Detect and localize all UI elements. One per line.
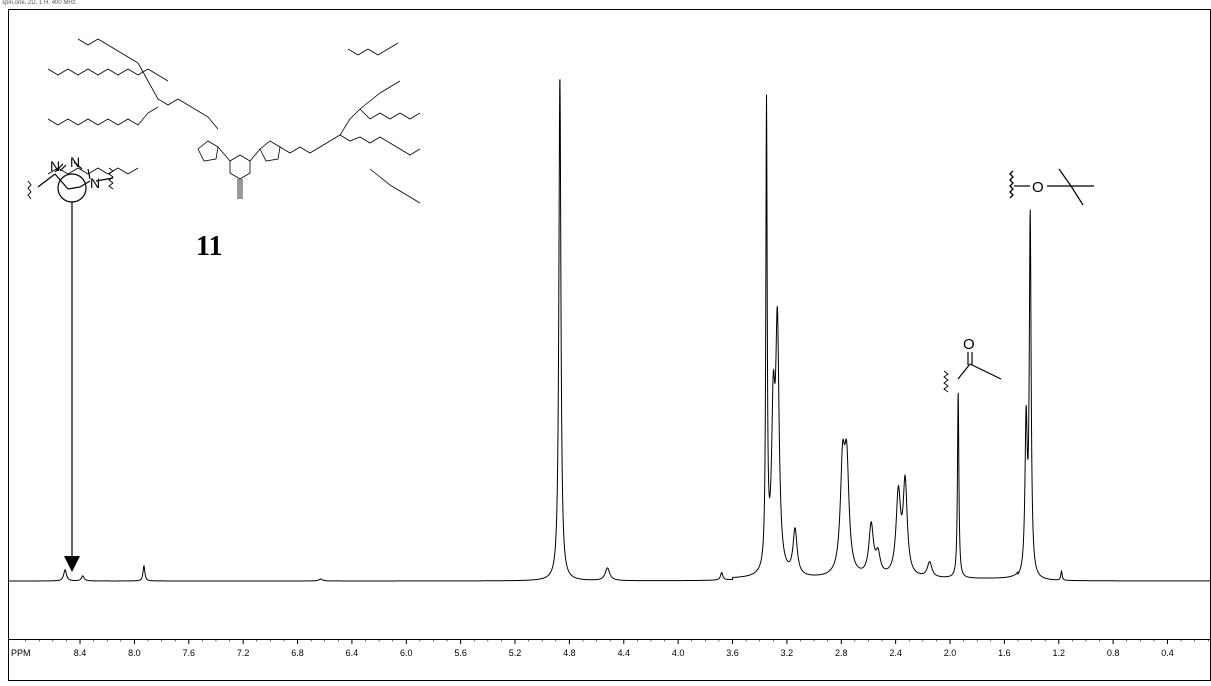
spectrum-header: spin.one. 2D. 1 H. 400 MHz [2,0,76,6]
compound-number-label: 11 [196,231,222,262]
x-tick-label: 2.0 [944,648,957,658]
x-tick-label: 1.6 [998,648,1011,658]
x-axis-label: PPM [11,648,31,658]
triazole-atom-n1: N [50,158,60,174]
x-tick-label: 3.2 [781,648,794,658]
triazole-atom-n2: N [70,154,80,170]
acetyl-fragment: O [943,336,1002,393]
x-tick-label: 4.8 [563,648,576,658]
x-tick-label: 6.0 [400,648,413,658]
x-tick-label: 5.2 [509,648,522,658]
x-tick-label: 4.0 [672,648,685,658]
triazole-atom-n3: N [90,175,100,191]
acetyl-oxygen-atom: O [963,336,975,353]
x-tick-label: 8.4 [74,648,87,658]
tbu-fragment: O [1009,168,1094,206]
spectrum-frame: PPM 8.4 8.0 7.6 7.2 6.8 6.4 6.0 5.6 5.2 4.8 4.4 4.0… [8,9,1211,681]
x-tick-label: 1.2 [1052,648,1065,658]
arrow-head [64,556,80,572]
x-axis-ticks: 8.4 8.0 7.6 7.2 6.8 6.4 6.0 5.6 5.2 4.8 4.4 4.0 3.6 3… [25,639,1209,658]
x-tick-label: 5.6 [454,648,467,658]
plot-border [8,9,1211,681]
triazole-fragment: N N N [27,154,114,572]
molecular-structure [47,38,421,204]
x-tick-label: 4.4 [618,648,631,658]
x-tick-label: 7.2 [237,648,250,658]
x-tick-label: 0.8 [1107,648,1120,658]
x-tick-label: 0.4 [1161,648,1174,658]
x-tick-label: 8.0 [128,648,141,658]
x-tick-label: 6.8 [291,648,304,658]
nmr-spectrum-plot: PPM 8.4 8.0 7.6 7.2 6.8 6.4 6.0 5.6 5.2 4.8 4.4 4.0… [8,9,1211,681]
spectrum-line [8,79,1211,582]
x-tick-label: 6.4 [346,648,359,658]
x-tick-label: 3.6 [726,648,739,658]
tbu-oxygen-atom: O [1032,179,1044,196]
x-tick-label: 7.6 [183,648,196,658]
x-tick-label: 2.8 [835,648,848,658]
x-tick-label: 2.4 [889,648,902,658]
